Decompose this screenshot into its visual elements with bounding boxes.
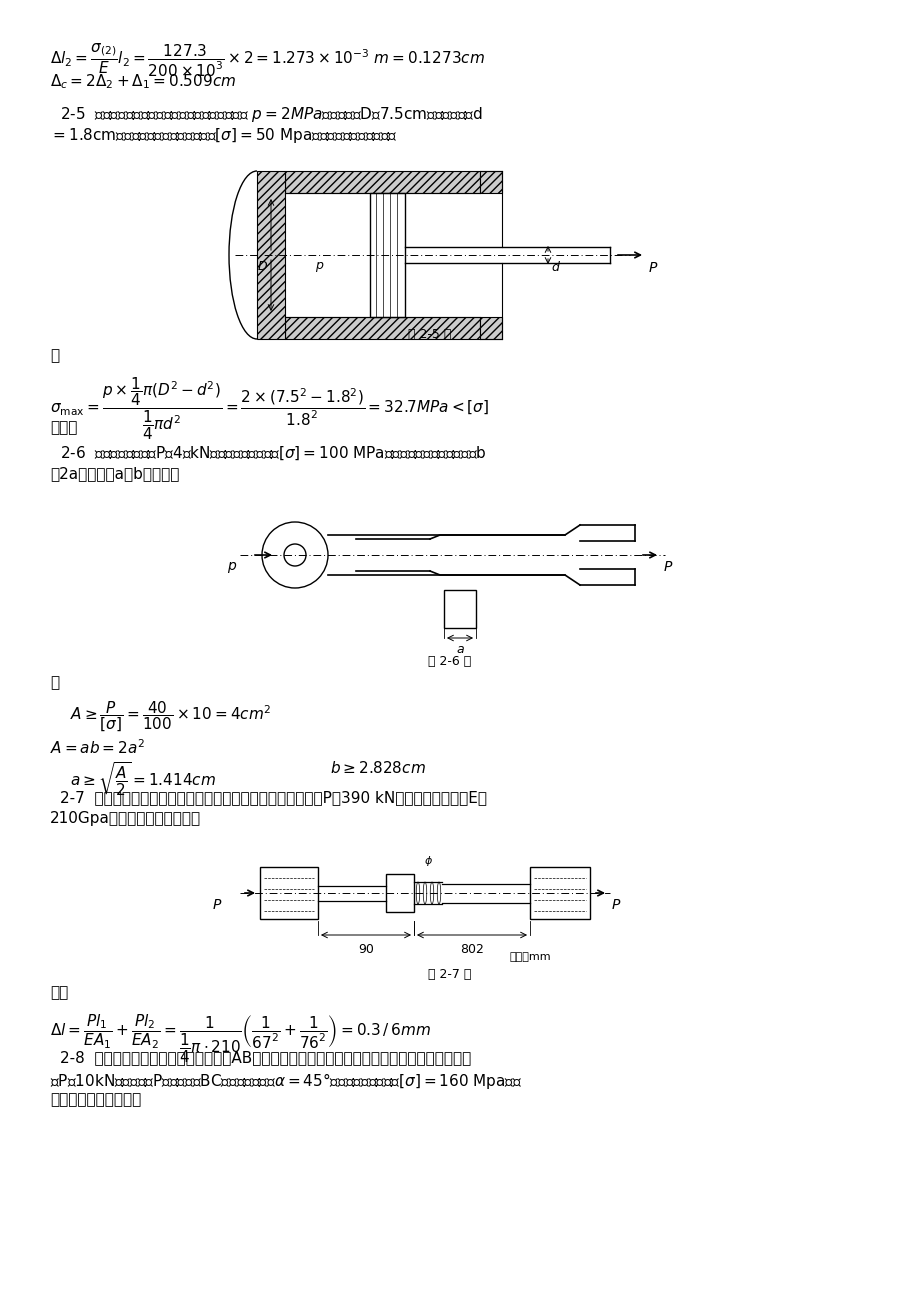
Bar bbox=[480, 317, 502, 340]
Text: 2-6  钢拉杆受轴向拉力P＝4０kN，杆材料的许用应力$[\sigma] = 100$ MPa，杆的横截面为矩形，并且b: 2-6 钢拉杆受轴向拉力P＝4０kN，杆材料的许用应力$[\sigma] = 1… bbox=[60, 445, 486, 462]
Text: 求所需圆钢杆的直径。: 求所需圆钢杆的直径。 bbox=[50, 1092, 142, 1107]
Text: 题 2-6 图: 题 2-6 图 bbox=[428, 654, 471, 667]
Text: 单位：mm: 单位：mm bbox=[509, 952, 551, 961]
Text: $d$: $d$ bbox=[550, 260, 561, 275]
Text: 解：: 解： bbox=[50, 985, 68, 1000]
Bar bbox=[260, 866, 318, 919]
Text: $b \geq 2.828cm$: $b \geq 2.828cm$ bbox=[330, 760, 425, 775]
Text: $P$: $P$ bbox=[663, 559, 673, 574]
Text: 2-5  某铣床工作台进给油缸如图示，缸内工作油压 $p = 2MPa$，油缸内径D＝7.5cm，活塞杆直径d: 2-5 某铣床工作台进给油缸如图示，缸内工作油压 $p = 2MPa$，油缸内径… bbox=[60, 105, 482, 124]
Text: 题 2-5 图: 题 2-5 图 bbox=[408, 328, 451, 341]
Bar bbox=[256, 170, 285, 340]
Text: $\Delta_c = 2\Delta_2 + \Delta_1 = 0.509cm$: $\Delta_c = 2\Delta_2 + \Delta_1 = 0.509… bbox=[50, 72, 236, 91]
Text: $= 1.8$cm，已知活塞杆材料的许用应力$[\sigma] = 50$ Mpa。试校核活塞杆的强度。: $= 1.8$cm，已知活塞杆材料的许用应力$[\sigma] = 50$ Mp… bbox=[50, 126, 397, 144]
Text: 210Gpa，求螺栓的伸长变形。: 210Gpa，求螺栓的伸长变形。 bbox=[50, 811, 201, 826]
Text: $D$: $D$ bbox=[257, 260, 268, 273]
Text: $P$: $P$ bbox=[610, 898, 620, 912]
Text: 2-7  大功率低速柴油机的气缸盖螺栓如图示，螺栓承受预紧力P＝390 kN，材料的弹性模量E＝: 2-7 大功率低速柴油机的气缸盖螺栓如图示，螺栓承受预紧力P＝390 kN，材料… bbox=[60, 790, 486, 805]
Bar bbox=[480, 170, 502, 193]
Text: $A \geq \dfrac{P}{[\sigma]} = \dfrac{40}{100} \times 10 = 4cm^2$: $A \geq \dfrac{P}{[\sigma]} = \dfrac{40}… bbox=[70, 700, 271, 734]
Text: $a$: $a$ bbox=[455, 643, 464, 656]
Text: 故安全: 故安全 bbox=[50, 420, 77, 435]
Text: $A = ab = 2a^2$: $A = ab = 2a^2$ bbox=[50, 738, 145, 757]
Bar bbox=[529, 866, 589, 919]
Text: $p$: $p$ bbox=[315, 260, 324, 275]
Text: $p$: $p$ bbox=[227, 559, 237, 575]
Text: $\Delta l = \dfrac{Pl_1}{EA_1} + \dfrac{Pl_2}{EA_2} = \dfrac{1}{\dfrac{1}{4}\pi : $\Delta l = \dfrac{Pl_1}{EA_1} + \dfrac{… bbox=[50, 1013, 430, 1066]
Text: 为P＝10kN，假定合力P作用在搁板BC的中线上。已知$\alpha = 45°$，杆材料的许用应力$[\sigma] = 160$ Mpa，试: 为P＝10kN，假定合力P作用在搁板BC的中线上。已知$\alpha = 45°… bbox=[50, 1071, 522, 1092]
Text: 2-8  常用仓库搁架前后面用两根圆钢杆AB支持，其平面投影图如图示，估计搁架上的最大载重量: 2-8 常用仓库搁架前后面用两根圆钢杆AB支持，其平面投影图如图示，估计搁架上的… bbox=[60, 1050, 471, 1066]
Bar bbox=[369, 193, 404, 317]
Text: $a \geq \sqrt{\dfrac{A}{2}} = 1.414cm$: $a \geq \sqrt{\dfrac{A}{2}} = 1.414cm$ bbox=[70, 760, 216, 798]
Bar bbox=[285, 170, 480, 193]
Text: 解: 解 bbox=[50, 347, 59, 363]
Bar bbox=[444, 589, 475, 628]
Text: 题 2-7 图: 题 2-7 图 bbox=[428, 968, 471, 981]
Text: 802: 802 bbox=[460, 943, 483, 956]
Text: 解: 解 bbox=[50, 675, 59, 690]
Bar bbox=[386, 874, 414, 912]
Bar bbox=[285, 317, 480, 340]
Text: $P$: $P$ bbox=[211, 898, 221, 912]
Text: $P$: $P$ bbox=[647, 262, 658, 275]
Text: 90: 90 bbox=[357, 943, 373, 956]
Text: $\sigma_{\max} = \dfrac{p \times \dfrac{1}{4}\pi\left(D^2 - d^2\right)}{\dfrac{1: $\sigma_{\max} = \dfrac{p \times \dfrac{… bbox=[50, 376, 489, 442]
Text: $\Delta l_2 = \dfrac{\sigma_{(2)}}{E} l_2 = \dfrac{127.3}{200\times10^3} \times : $\Delta l_2 = \dfrac{\sigma_{(2)}}{E} l_… bbox=[50, 42, 484, 79]
Text: $\phi$: $\phi$ bbox=[423, 853, 432, 868]
Text: ＝2a，试确定a与b的尺寸。: ＝2a，试确定a与b的尺寸。 bbox=[50, 466, 179, 481]
